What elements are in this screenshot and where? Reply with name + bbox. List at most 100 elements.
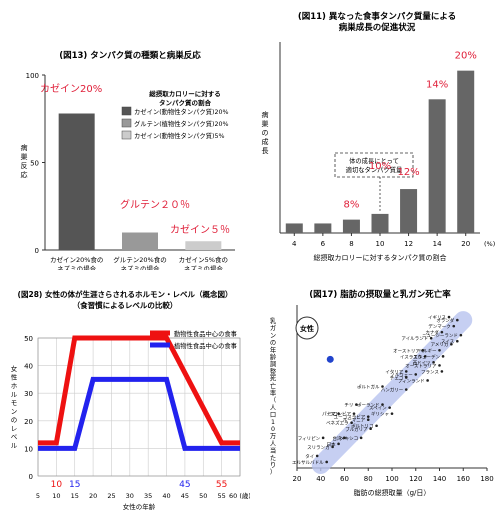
- x-tick-label: 10: [52, 492, 60, 500]
- data-point: [421, 348, 425, 352]
- point-label: フィンランド: [398, 378, 425, 384]
- point-label: ポルトリコ: [351, 423, 374, 430]
- legend-title: 総摂取カロリーに対する: [149, 89, 221, 98]
- y-axis-label: 長: [262, 147, 269, 155]
- y-axis-label: ベ: [11, 433, 18, 441]
- data-point: [343, 436, 346, 440]
- y-axis-label: ）: [270, 469, 276, 476]
- fig13-chart: (図13) タンパク質の種類と病巣反応 0 50 100 病巣反応カゼイン20%食のネズ…: [21, 50, 235, 273]
- y-axis-label: 当: [270, 446, 276, 455]
- point-label: イギリス: [428, 315, 446, 321]
- data-point: [440, 330, 444, 334]
- y-axis-label: 性: [11, 373, 18, 382]
- annotation-label: 8%: [343, 200, 359, 211]
- y-axis-label: の: [11, 416, 18, 424]
- x-tick-label: 20: [461, 240, 470, 248]
- chart-title: 病巣成長の促進状況: [339, 22, 416, 33]
- x-tick-label: 60: [340, 475, 349, 483]
- point-label: ブルガリア: [345, 426, 368, 433]
- y-tick-label: 10: [24, 445, 33, 453]
- y-axis-label: ル: [11, 442, 18, 450]
- x-tick-label: カゼイン5%食の: [179, 255, 228, 264]
- y-axis-label: 死: [270, 375, 277, 383]
- bar: [457, 70, 475, 234]
- x-tick-label: 6: [321, 240, 326, 248]
- point-label: 西ドイツ: [413, 360, 431, 366]
- bar: [371, 213, 389, 233]
- callout-text: 体の成長にとって: [349, 156, 399, 165]
- x-tick-label: 8: [349, 240, 353, 248]
- y-axis-label: ン: [11, 408, 18, 416]
- x-tick-label: 20: [293, 475, 302, 483]
- point-label: エルサルバドル: [292, 460, 324, 466]
- annotation-label: カゼイン20%: [40, 83, 102, 95]
- legend-label: 植物性食品中心の食事: [174, 341, 238, 350]
- y-axis-label: り: [270, 461, 276, 469]
- x-axis-label: 女性の年齢: [123, 502, 156, 511]
- point-label: ニュージーランド: [422, 333, 458, 339]
- point-label: イスラエル: [400, 354, 423, 360]
- point-label: フィリピン: [298, 436, 321, 442]
- data-point: [404, 376, 408, 379]
- x-tick-label: 30: [126, 492, 134, 500]
- annotation-label: 14%: [426, 79, 448, 90]
- y-axis-label: た: [270, 454, 276, 462]
- data-point: [369, 427, 372, 431]
- data-point: [426, 379, 429, 382]
- x-tick-label: 5: [36, 492, 40, 500]
- y-axis-label: 年: [270, 345, 276, 354]
- x-tick-label: 10: [376, 240, 385, 248]
- y-axis-label: 率: [270, 388, 276, 397]
- y-tick-label: 40: [24, 363, 33, 371]
- data-point: [381, 403, 384, 406]
- x-tick-label: 80: [364, 475, 373, 483]
- data-point: [350, 421, 353, 425]
- point-label: スウェーデン: [413, 353, 440, 360]
- point-label: スリランカ: [307, 445, 330, 451]
- legend-circle: [295, 316, 319, 340]
- point-label: チリ: [344, 403, 353, 409]
- y-axis-label: 成: [262, 137, 269, 146]
- y-axis-label: ル: [11, 391, 18, 399]
- x-tick-label: 140: [433, 475, 446, 483]
- x-tick-label: グルテン20%食の: [113, 255, 166, 264]
- data-point: [450, 342, 453, 346]
- x-tick-label: 35: [144, 492, 152, 500]
- y-axis-label: 反: [21, 161, 28, 170]
- annotation-label: 10%: [369, 161, 391, 172]
- x-tick-label: 12: [404, 240, 413, 248]
- legend-label: グルテン(植物性タンパク質)20%: [134, 119, 228, 128]
- y-axis-label: 巣: [262, 119, 269, 128]
- x-tick-label: 20: [89, 492, 97, 500]
- data-point: [429, 336, 433, 340]
- legend-swatch: [121, 106, 132, 116]
- chart-title: (図13) タンパク質の種類と病巣反応: [59, 50, 201, 61]
- data-point: [325, 460, 328, 464]
- point-label: ポルトガル: [357, 384, 380, 391]
- y-axis-label: （: [270, 397, 276, 404]
- point-label: オーストラリア: [405, 363, 437, 369]
- y-axis-label: 女: [11, 364, 18, 373]
- y-tick-label: 50: [24, 335, 33, 343]
- series-line: [38, 335, 240, 446]
- data-point: [438, 364, 441, 367]
- data-point: [456, 339, 459, 343]
- legend-label: カゼイン(動物性タンパク質)20%: [134, 107, 228, 116]
- data-point: [438, 348, 441, 352]
- data-point: [414, 373, 418, 376]
- y-axis-label: モ: [11, 399, 18, 407]
- y-axis-label: ガ: [270, 323, 276, 332]
- x-tick-label: 4: [292, 240, 297, 248]
- data-point: [404, 370, 408, 373]
- data-point: [404, 388, 408, 391]
- annotation-label: カゼイン５％: [170, 224, 230, 236]
- y-tick-label: 0: [29, 473, 33, 481]
- bar: [400, 189, 418, 233]
- y-tick-label: 20: [24, 418, 33, 426]
- x-tick-label: ネズミの場合: [121, 264, 161, 270]
- data-point: [337, 442, 340, 446]
- x-tick-label: 160: [457, 475, 470, 483]
- data-point: [321, 436, 325, 440]
- point-label: デンマーク: [428, 323, 451, 330]
